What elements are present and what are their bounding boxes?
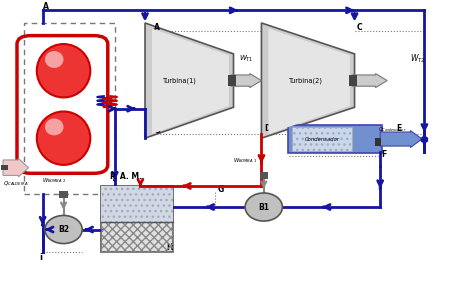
FancyArrow shape [380, 131, 422, 147]
Ellipse shape [45, 51, 64, 68]
Ellipse shape [45, 215, 82, 244]
Bar [101, 223, 173, 252]
Bar [375, 138, 381, 146]
Bar [101, 186, 173, 223]
Text: i: i [39, 253, 42, 262]
Bar [292, 127, 352, 151]
Text: H: H [166, 243, 173, 252]
Bar [228, 75, 236, 86]
Bar [59, 191, 68, 198]
Text: $Q_{CALDEIRA}$: $Q_{CALDEIRA}$ [2, 179, 28, 188]
Text: $Q_{Condensador}$: $Q_{Condensador}$ [377, 125, 406, 134]
Text: B2: B2 [58, 225, 69, 234]
Text: P. A. M.: P. A. M. [110, 172, 142, 181]
Text: Condensador: Condensador [304, 137, 340, 142]
Ellipse shape [37, 111, 90, 165]
Text: F: F [381, 150, 386, 159]
FancyArrow shape [352, 74, 387, 87]
Ellipse shape [245, 193, 283, 221]
Text: Turbina(2): Turbina(2) [289, 77, 323, 84]
Text: Turbina(1): Turbina(1) [163, 77, 197, 84]
FancyArrow shape [3, 158, 28, 177]
Text: D: D [264, 124, 270, 133]
Text: G: G [217, 185, 223, 194]
Text: $W_{T1}$: $W_{T1}$ [239, 54, 254, 64]
Text: A: A [155, 23, 160, 32]
Text: $W_{BOMBA\ 1}$: $W_{BOMBA\ 1}$ [233, 156, 257, 165]
Polygon shape [262, 23, 354, 138]
Text: C: C [357, 23, 362, 32]
Text: $W_{BOMBA\ 2}$: $W_{BOMBA\ 2}$ [42, 176, 66, 185]
Ellipse shape [37, 44, 90, 97]
Polygon shape [152, 28, 229, 134]
Bar [24, 23, 115, 194]
Bar [0, 165, 8, 170]
Text: B1: B1 [258, 203, 269, 211]
Bar [101, 186, 173, 252]
Text: A: A [42, 2, 49, 11]
Bar [260, 172, 268, 179]
Text: $W_{T2}$: $W_{T2}$ [410, 53, 425, 65]
Polygon shape [145, 23, 234, 138]
Text: E: E [396, 124, 402, 133]
FancyBboxPatch shape [288, 125, 382, 153]
FancyArrow shape [231, 74, 262, 87]
Bar [349, 75, 357, 86]
Text: B: B [155, 126, 160, 135]
Polygon shape [269, 28, 350, 134]
Ellipse shape [45, 119, 64, 135]
